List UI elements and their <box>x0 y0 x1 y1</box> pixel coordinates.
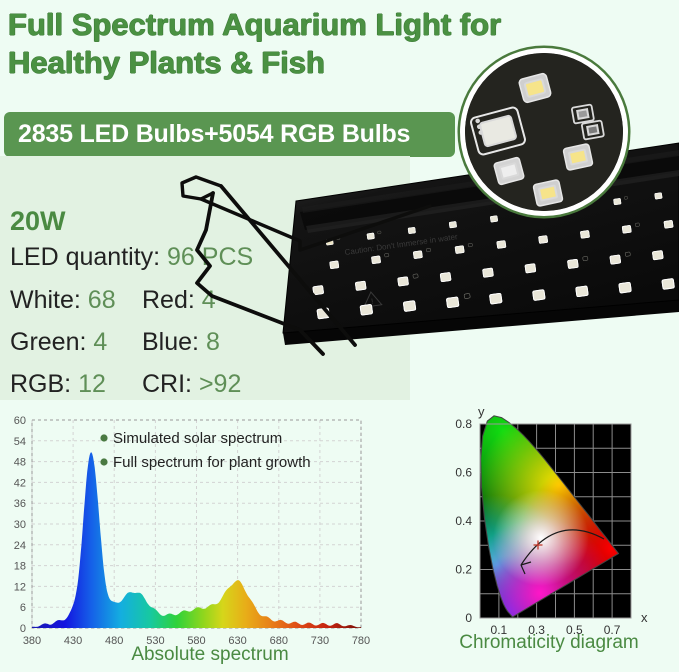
svg-text:730: 730 <box>311 635 329 647</box>
svg-text:x: x <box>641 610 648 625</box>
svg-text:54: 54 <box>14 436 26 448</box>
svg-text:0.4: 0.4 <box>455 514 472 528</box>
svg-text:0.2: 0.2 <box>455 563 472 577</box>
svg-text:780: 780 <box>352 635 370 647</box>
svg-text:0: 0 <box>465 611 472 625</box>
svg-text:Absolute spectrum: Absolute spectrum <box>131 644 288 665</box>
svg-text:0.6: 0.6 <box>455 466 472 480</box>
svg-text:Chromaticity diagram: Chromaticity diagram <box>459 632 639 653</box>
svg-text:18: 18 <box>14 561 26 573</box>
svg-text:0.8: 0.8 <box>455 417 472 431</box>
svg-text:y: y <box>478 404 485 419</box>
svg-text:12: 12 <box>14 581 26 593</box>
svg-text:Full spectrum for plant growth: Full spectrum for plant growth <box>113 454 311 471</box>
svg-text:48: 48 <box>14 457 26 469</box>
svg-text:36: 36 <box>14 498 26 510</box>
svg-text:430: 430 <box>64 635 82 647</box>
svg-text:6: 6 <box>20 602 26 614</box>
svg-text:42: 42 <box>14 477 26 489</box>
svg-text:60: 60 <box>14 415 26 427</box>
svg-text:480: 480 <box>105 635 123 647</box>
svg-text:380: 380 <box>23 635 41 647</box>
svg-text:24: 24 <box>14 540 26 552</box>
svg-text:0: 0 <box>20 623 26 635</box>
svg-text:Simulated solar spectrum: Simulated solar spectrum <box>113 430 282 447</box>
svg-text:30: 30 <box>14 519 26 531</box>
